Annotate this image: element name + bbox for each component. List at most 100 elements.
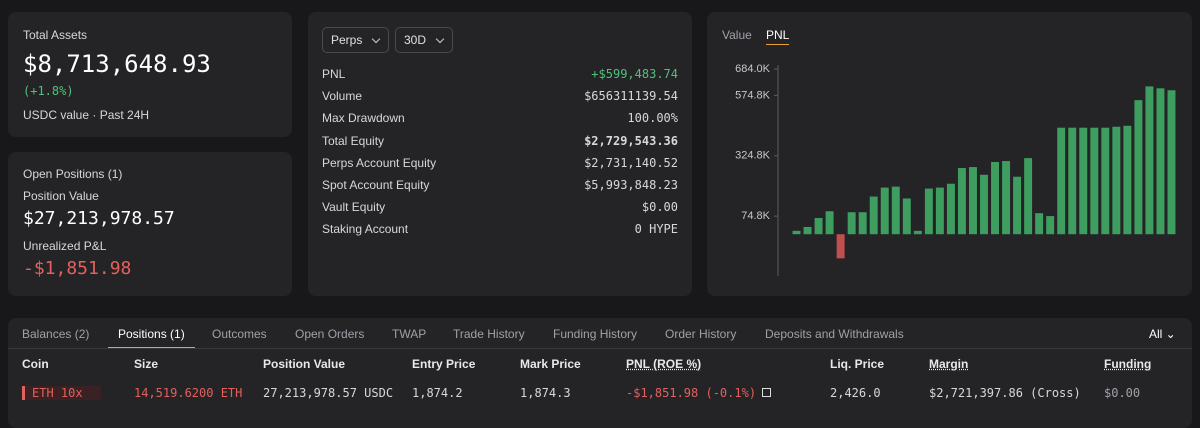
cell: 1,874.3 — [520, 386, 571, 400]
filter[interactable]: All ⌄ — [1149, 327, 1176, 341]
bar — [803, 226, 812, 235]
y-tick-label: 74.8K — [741, 210, 770, 222]
stat-label: Staking Account — [322, 222, 409, 237]
bar — [825, 211, 834, 235]
unrealized-pnl: -$1,851.98 — [23, 258, 132, 279]
label: Unrealized P&L — [23, 239, 107, 253]
column-header: Entry Price — [412, 357, 476, 371]
bar — [924, 188, 933, 235]
bar — [1024, 158, 1033, 235]
column-header: Funding — [1104, 357, 1152, 371]
bar — [1112, 126, 1121, 235]
tab[interactable]: TWAP — [392, 327, 427, 341]
column-header: Position Value — [263, 357, 346, 371]
cell: 14,519.6200 ETH — [134, 386, 243, 400]
cell: ETH 10x — [22, 386, 101, 400]
bar — [869, 196, 878, 235]
bar — [1013, 176, 1022, 235]
bar — [935, 187, 944, 235]
chart-tab-active[interactable]: PNL — [766, 28, 790, 45]
stat-label: Perps Account Equity — [322, 155, 437, 170]
tab[interactable]: Trade History — [453, 327, 525, 341]
bar — [1057, 127, 1066, 235]
stat-value: $0.00 — [641, 200, 678, 215]
total-assets-card: Total Assets $8,713,648.93 (+1.8%) USDC … — [8, 12, 292, 137]
bar — [880, 187, 889, 235]
stat-value: $5,993,848.23 — [584, 178, 678, 192]
cell: 2,426.0 — [830, 386, 881, 400]
tab[interactable]: Balances (2) — [22, 327, 90, 341]
stat-label: Total Equity — [322, 133, 385, 148]
total-assets: $8,713,648.93 — [23, 50, 211, 78]
cell: 27,213,978.57 USDC — [263, 386, 394, 400]
bar — [980, 174, 988, 235]
bar — [1002, 161, 1011, 235]
divider — [8, 348, 1192, 349]
column-header: PNL (ROE %) — [626, 357, 702, 371]
bar — [847, 212, 856, 235]
cell: 1,874.2 — [412, 386, 463, 400]
bar — [1167, 90, 1176, 235]
column-header: Coin — [22, 357, 49, 371]
stat-value: $2,729,543.36 — [584, 133, 678, 148]
bar — [991, 161, 999, 235]
stat-value: $2,731,140.52 — [584, 155, 678, 170]
bar — [957, 168, 966, 235]
label: Open Positions (1) — [23, 167, 123, 181]
dropdown[interactable]: Perps — [322, 27, 390, 53]
bar — [836, 234, 845, 259]
chart-tab[interactable]: Value — [722, 28, 752, 42]
y-tick-label: 574.8K — [735, 89, 771, 101]
label: Total Assets — [23, 28, 88, 42]
filter-label[interactable]: All — [1149, 327, 1163, 341]
chart: 74.8K 324.8K 574.8K 684.0K — [735, 63, 1176, 276]
y-tick-label: 324.8K — [735, 150, 771, 162]
position-value: $27,213,978.57 — [23, 208, 175, 229]
column-header: Mark Price — [520, 357, 581, 371]
bar — [1068, 127, 1077, 235]
open-positions-card: Open Positions (1) Position Value $27,21… — [8, 152, 292, 296]
stat-label: Spot Account Equity — [322, 178, 430, 192]
stat-value: 100.00% — [627, 111, 678, 126]
column-header: Liq. Price — [830, 357, 885, 371]
share-icon[interactable] — [762, 388, 772, 397]
bar — [969, 167, 977, 235]
dropdown[interactable]: 30D — [395, 27, 454, 53]
bar — [902, 198, 911, 235]
bar — [913, 230, 922, 235]
note: USDC value · Past 24H — [23, 108, 150, 122]
tab[interactable]: Open Orders — [295, 327, 365, 341]
stat-value: $656311139.54 — [584, 89, 678, 104]
bar — [1046, 216, 1055, 235]
tab[interactable]: Outcomes — [212, 327, 267, 341]
column-header: Size — [134, 357, 159, 371]
bar — [1145, 86, 1154, 235]
stat-value: +$599,483.74 — [591, 67, 678, 81]
cell: $0.00 — [1104, 386, 1141, 400]
column-header: Margin — [929, 357, 969, 371]
chart-card: Value PNL 74.8K 324.8K 574.8K 684.0K — [707, 12, 1192, 296]
cell: $2,721,397.86 (Cross) — [929, 386, 1081, 400]
tab-active[interactable]: Positions (1) — [108, 327, 195, 348]
stat-label: Max Drawdown — [322, 111, 405, 126]
tab[interactable]: Funding History — [553, 327, 638, 341]
stat-value: 0 HYPE — [634, 222, 678, 237]
bar — [858, 212, 867, 235]
label: Position Value — [23, 189, 99, 203]
bar — [1156, 88, 1165, 235]
bar — [1035, 213, 1044, 235]
page: Total Assets $8,713,648.93 (+1.8%) USDC … — [0, 0, 1200, 418]
bar — [1090, 127, 1099, 235]
bar — [1079, 127, 1088, 235]
bar — [946, 183, 955, 235]
positions-panel: All ⌄ Balances (2) Positions (1) Outcomes O… — [8, 318, 1192, 428]
tab[interactable]: Order History — [665, 327, 737, 341]
stat-label: PNL — [322, 67, 346, 81]
bar — [792, 230, 801, 235]
bar — [1101, 127, 1110, 235]
tab[interactable]: Deposits and Withdrawals — [765, 327, 904, 341]
y-tick-label: 684.0K — [735, 63, 771, 75]
bar — [891, 186, 900, 235]
cell: -$1,851.98 (-0.1%) — [626, 386, 772, 400]
stats-card: Perps 30D PNL +$599,483.74 Volume $65631113… — [308, 12, 692, 296]
